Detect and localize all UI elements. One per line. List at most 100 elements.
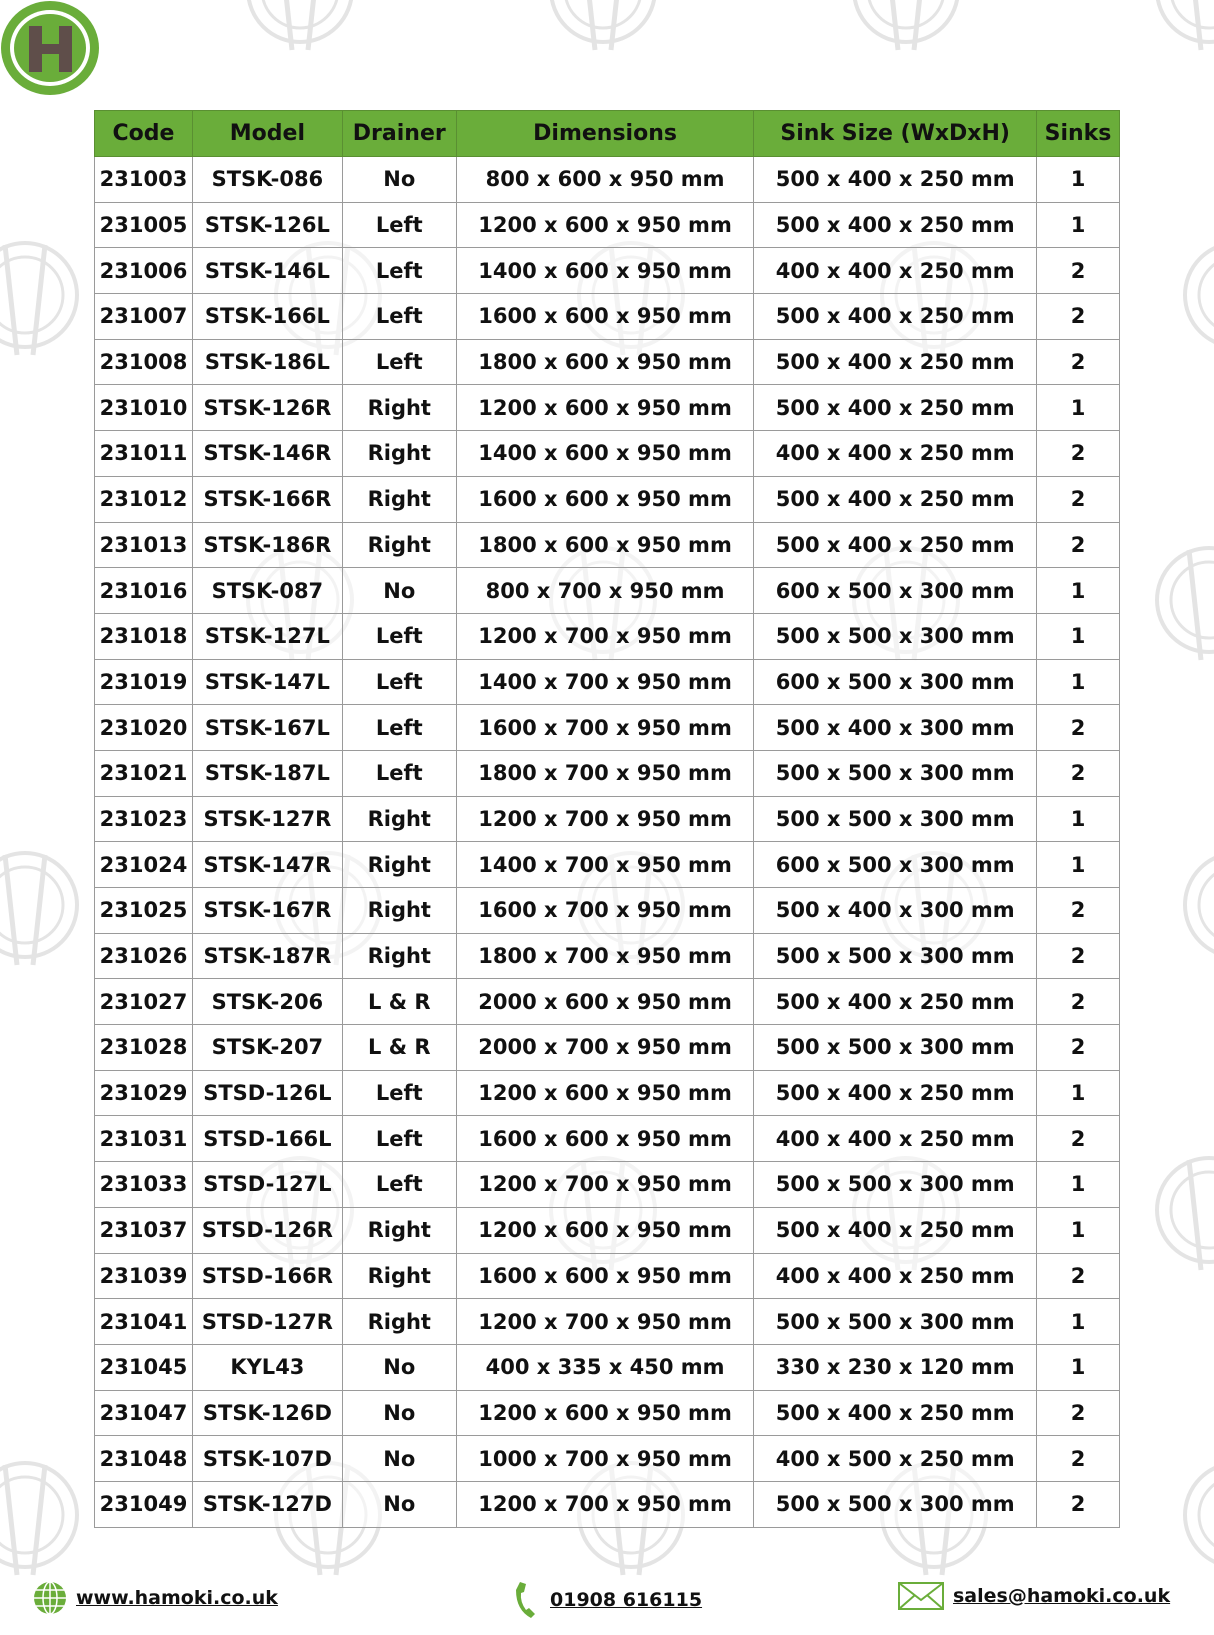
table-cell-drainer: Left [341, 704, 457, 751]
table-cell-sinks: 1 [1036, 1069, 1120, 1117]
table-cell-sink-size: 500 x 500 x 300 mm [753, 749, 1037, 797]
table-cell-code: 231013 [94, 521, 193, 569]
table-cell-model: STSK-186R [191, 521, 343, 569]
table-cell-sink-size: 500 x 400 x 250 mm [753, 521, 1037, 569]
table-cell-drainer: No [341, 567, 457, 614]
table-cell-sinks: 1 [1036, 156, 1120, 203]
table-header-row: Code Model Drainer Dimensions Sink Size (WxD… [94, 110, 1120, 157]
table-cell-dimensions: 1400 x 700 x 950 mm [455, 658, 755, 706]
table-cell-sink-size: 500 x 500 x 300 mm [753, 1161, 1037, 1208]
table-cell-code: 231006 [94, 247, 193, 295]
table-cell-sink-size: 600 x 500 x 300 mm [753, 658, 1037, 706]
watermark-plate-icon [0, 1461, 79, 1576]
table-row: 231021 STSK-187L Left 1800 x 700 x 950 mm 50… [94, 749, 1120, 797]
table-row: 231018 STSK-127L Left 1200 x 700 x 950 mm 50… [94, 612, 1120, 660]
table-cell-dimensions: 1600 x 600 x 950 mm [455, 1115, 755, 1163]
table-cell-sink-size: 400 x 400 x 250 mm [753, 430, 1037, 477]
table-cell-drainer: L & R [341, 1024, 457, 1071]
table-cell-dimensions: 800 x 600 x 950 mm [455, 156, 755, 203]
table-cell-sink-size: 330 x 230 x 120 mm [753, 1343, 1037, 1391]
table-cell-sink-size: 400 x 400 x 250 mm [753, 1252, 1037, 1300]
table-cell-model: STSK-147L [191, 658, 343, 706]
table-cell-sink-size: 500 x 400 x 250 mm [753, 1389, 1037, 1437]
table-cell-sinks: 2 [1036, 978, 1120, 1026]
table-row: 231010 STSK-126R Right 1200 x 600 x 950 mm 5… [94, 384, 1120, 432]
table-row: 231047 STSK-126D No 1200 x 600 x 950 mm 500 … [94, 1389, 1120, 1437]
table-cell-dimensions: 1200 x 600 x 950 mm [455, 1389, 755, 1437]
table-cell-sink-size: 500 x 400 x 300 mm [753, 887, 1037, 934]
watermark-plate-icon [852, 0, 960, 51]
table-cell-model: STSK-187L [191, 749, 343, 797]
table-row: 231016 STSK-087 No 800 x 700 x 950 mm 600 x … [94, 567, 1120, 614]
table-cell-sink-size: 500 x 500 x 300 mm [753, 1480, 1037, 1528]
table-cell-model: STSK-126R [191, 384, 343, 432]
table-cell-sink-size: 500 x 400 x 250 mm [753, 338, 1037, 386]
table-cell-sinks: 2 [1036, 521, 1120, 569]
table-row: 231031 STSD-166L Left 1600 x 600 x 950 mm 40… [94, 1115, 1120, 1163]
table-cell-dimensions: 1600 x 600 x 950 mm [455, 293, 755, 340]
table-cell-drainer: Left [341, 612, 457, 660]
table-cell-dimensions: 1800 x 700 x 950 mm [455, 749, 755, 797]
table-cell-model: STSK-167R [191, 887, 343, 934]
table-cell-dimensions: 1400 x 700 x 950 mm [455, 841, 755, 888]
table-cell-drainer: Right [341, 384, 457, 432]
table-cell-dimensions: 1400 x 600 x 950 mm [455, 430, 755, 477]
table-cell-drainer: No [341, 1435, 457, 1482]
table-cell-sinks: 1 [1036, 201, 1120, 249]
table-cell-dimensions: 1600 x 600 x 950 mm [455, 475, 755, 523]
table-cell-sinks: 1 [1036, 795, 1120, 843]
table-cell-sink-size: 400 x 400 x 250 mm [753, 1115, 1037, 1163]
table-cell-model: STSD-126L [191, 1069, 343, 1117]
table-cell-drainer: Left [341, 293, 457, 340]
table-cell-sinks: 2 [1036, 475, 1120, 523]
table-cell-model: STSK-107D [191, 1435, 343, 1482]
table-cell-drainer: Left [341, 1115, 457, 1163]
table-cell-sinks: 1 [1036, 841, 1120, 888]
table-cell-dimensions: 1200 x 600 x 950 mm [455, 384, 755, 432]
table-cell-model: STSK-186L [191, 338, 343, 386]
table-row: 231048 STSK-107D No 1000 x 700 x 950 mm 400 … [94, 1435, 1120, 1482]
table-cell-dimensions: 1200 x 700 x 950 mm [455, 1298, 755, 1345]
table-cell-drainer: No [341, 1480, 457, 1528]
table-cell-sinks: 2 [1036, 749, 1120, 797]
table-cell-dimensions: 1200 x 700 x 950 mm [455, 1480, 755, 1528]
table-cell-model: STSK-127L [191, 612, 343, 660]
table-cell-model: STSK-167L [191, 704, 343, 751]
table-cell-dimensions: 1000 x 700 x 950 mm [455, 1435, 755, 1482]
watermark-plate-icon [1183, 856, 1214, 954]
website-link[interactable]: www.hamoki.co.uk [32, 1580, 278, 1616]
table-row: 231011 STSK-146R Right 1400 x 600 x 950 mm 4… [94, 430, 1120, 477]
table-cell-code: 231048 [94, 1435, 193, 1482]
watermark-plate-icon [1183, 246, 1214, 344]
table-cell-code: 231010 [94, 384, 193, 432]
table-cell-code: 231021 [94, 749, 193, 797]
globe-icon [34, 1581, 66, 1615]
table-row: 231027 STSK-206 L & R 2000 x 600 x 950 mm 50… [94, 978, 1120, 1026]
table-cell-code: 231039 [94, 1252, 193, 1300]
watermark-plate-icon [1155, 1156, 1214, 1271]
table-cell-code: 231003 [94, 156, 193, 203]
table-cell-drainer: Left [341, 749, 457, 797]
table-row: 231007 STSK-166L Left 1600 x 600 x 950 mm 50… [94, 293, 1120, 340]
envelope-icon [898, 1582, 944, 1610]
table-cell-model: STSK-207 [191, 1024, 343, 1071]
table-cell-sinks: 1 [1036, 384, 1120, 432]
table-cell-dimensions: 1600 x 700 x 950 mm [455, 704, 755, 751]
table-cell-sinks: 2 [1036, 338, 1120, 386]
table-cell-drainer: Right [341, 475, 457, 523]
email-text: sales@hamoki.co.uk [953, 1585, 1171, 1607]
watermark-plate-icon [0, 851, 79, 966]
table-cell-dimensions: 1600 x 700 x 950 mm [455, 887, 755, 934]
table-cell-model: STSK-166R [191, 475, 343, 523]
phone-link[interactable]: 01908 616115 [512, 1580, 702, 1620]
watermark-plate-icon [246, 0, 354, 51]
table-cell-model: STSK-126D [191, 1389, 343, 1437]
table-cell-sinks: 2 [1036, 1389, 1120, 1437]
table-cell-sink-size: 500 x 400 x 250 mm [753, 978, 1037, 1026]
table-cell-sinks: 2 [1036, 1435, 1120, 1482]
email-link[interactable]: sales@hamoki.co.uk [897, 1580, 1170, 1612]
table-cell-dimensions: 2000 x 600 x 950 mm [455, 978, 755, 1026]
hamoki-logo [1, 1, 99, 95]
table-cell-code: 231028 [94, 1024, 193, 1071]
table-row: 231006 STSK-146L Left 1400 x 600 x 950 mm 40… [94, 247, 1120, 295]
